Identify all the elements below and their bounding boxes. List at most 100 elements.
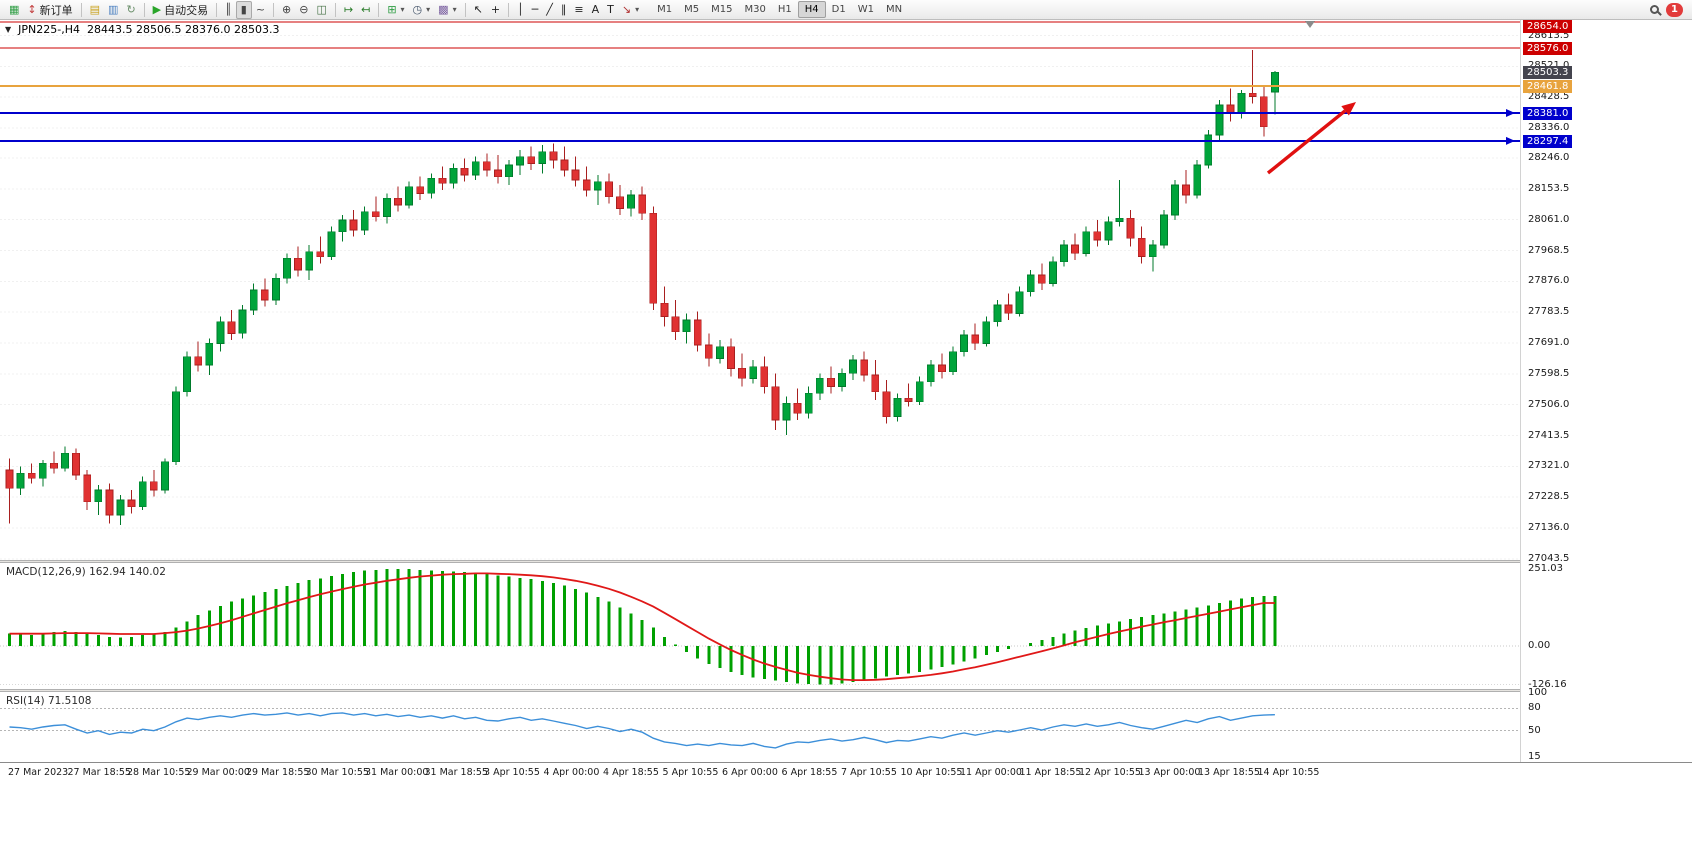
rsi-indicator-panel[interactable]: RSI(14) 71.5108 bbox=[0, 692, 1520, 762]
arrows-button[interactable]: ↘ ▾ bbox=[618, 1, 643, 19]
price-axis-label: 27413.5 bbox=[1528, 429, 1570, 441]
price-axis[interactable]: 28613.5 28521.0 28428.5 28336.0 28246.0 28153… bbox=[1520, 20, 1692, 762]
candlestick-icon[interactable]: ▮ bbox=[235, 0, 252, 19]
auto-scroll-icon[interactable]: ↦ bbox=[340, 1, 357, 19]
price-badge: 28461.8 bbox=[1523, 80, 1573, 94]
rsi-axis-label: 50 bbox=[1528, 724, 1541, 736]
tile-windows-icon[interactable]: ◫ bbox=[312, 1, 330, 19]
crosshair-icon[interactable]: + bbox=[487, 1, 504, 19]
toolbar-separator bbox=[334, 2, 336, 17]
chart-window-icon[interactable]: ▦ bbox=[5, 1, 23, 19]
rsi-chart-svg[interactable] bbox=[0, 692, 1520, 762]
templates-button[interactable]: ▩ ▾ bbox=[434, 1, 460, 19]
search-icon[interactable] bbox=[1650, 5, 1660, 14]
trendline-icon[interactable]: ╱ bbox=[542, 1, 557, 19]
new-chart-icon: ▤ bbox=[89, 2, 101, 16]
refresh-icon[interactable]: ↻ bbox=[122, 1, 139, 19]
time-axis-label: 31 Mar 18:55 bbox=[424, 767, 488, 778]
ohlc-values: 28443.5 28506.5 28376.0 28503.3 bbox=[87, 23, 280, 36]
profiles-icon[interactable]: ▥ bbox=[104, 1, 122, 19]
fibonacci-icon: ≡ bbox=[574, 2, 584, 16]
text-icon[interactable]: A bbox=[588, 1, 604, 19]
new-chart-icon[interactable]: ▤ bbox=[86, 1, 104, 19]
price-axis-label: 28428.5 bbox=[1528, 91, 1570, 103]
price-badge: 28576.0 bbox=[1523, 42, 1573, 55]
time-axis-label: 6 Apr 18:55 bbox=[781, 767, 838, 778]
timeframe-h1[interactable]: H1 bbox=[777, 4, 792, 15]
arrows-icon: ↘ bbox=[621, 2, 632, 16]
horizontal-line-icon: ─ bbox=[531, 2, 539, 16]
time-axis[interactable]: 27 Mar 2023 27 Mar 18:55 28 Mar 10:55 29 Ma… bbox=[0, 762, 1692, 784]
dropdown-caret-icon[interactable]: ▾ bbox=[635, 5, 640, 14]
autotrading-button[interactable]: ▶ 自动交易 bbox=[149, 1, 212, 19]
zoom-in-icon[interactable]: ⊕ bbox=[278, 1, 295, 19]
symbol-title: JPN225-,H4 bbox=[18, 23, 80, 36]
time-axis-label: 31 Mar 00:00 bbox=[365, 767, 429, 778]
new-order-button[interactable]: ↕ 新订单 bbox=[23, 1, 76, 19]
price-axis-label: 28153.5 bbox=[1528, 182, 1570, 194]
text-icon: A bbox=[591, 2, 600, 16]
macd-axis-label: -126.16 bbox=[1528, 678, 1567, 690]
price-badge: 28503.3 bbox=[1523, 66, 1573, 80]
toolbar-separator bbox=[273, 2, 275, 17]
vertical-line-icon[interactable]: │ bbox=[513, 1, 528, 19]
autotrading-button-label: 自动交易 bbox=[164, 3, 209, 17]
timeframe-d1[interactable]: D1 bbox=[831, 4, 846, 15]
timeframe-buttons: M1 M5 M15 M30 H1 H4 D1 W1 MN bbox=[651, 1, 908, 18]
macd-indicator-panel[interactable]: MACD(12,26,9) 162.94 140.02 bbox=[0, 563, 1520, 689]
time-axis-label: 14 Apr 10:55 bbox=[1257, 767, 1320, 778]
indicators-button[interactable]: ⊞ ▾ bbox=[383, 1, 408, 19]
time-axis-label: 29 Mar 18:55 bbox=[246, 767, 310, 778]
price-axis-label: 27136.0 bbox=[1528, 522, 1570, 533]
price-badge: 28654.0 bbox=[1523, 20, 1573, 33]
candlestick-chart-svg[interactable] bbox=[0, 20, 1520, 560]
periods-button[interactable]: ◷ ▾ bbox=[409, 1, 435, 19]
rsi-axis-label: 100 bbox=[1528, 687, 1548, 699]
price-axis-label: 27228.5 bbox=[1528, 491, 1570, 503]
tile-windows-icon: ◫ bbox=[316, 2, 327, 16]
timeframe-m1[interactable]: M1 bbox=[657, 4, 673, 15]
time-axis-label: 7 Apr 10:55 bbox=[841, 767, 897, 778]
price-axis-label: 28613.5 bbox=[1528, 29, 1570, 41]
timeframe-mn[interactable]: MN bbox=[885, 4, 903, 15]
price-axis-label: 27506.0 bbox=[1528, 398, 1570, 410]
indicators-icon: ⊞ bbox=[387, 2, 397, 16]
zoom-out-icon[interactable]: ⊖ bbox=[295, 1, 312, 19]
dropdown-caret-icon[interactable]: ▾ bbox=[426, 5, 431, 14]
macd-chart-svg[interactable] bbox=[0, 563, 1520, 689]
time-axis-label: 3 Apr 10:55 bbox=[484, 767, 540, 778]
fibonacci-icon[interactable]: ≡ bbox=[570, 1, 587, 19]
horizontal-line-icon[interactable]: ─ bbox=[528, 1, 543, 19]
timeframe-m30[interactable]: M30 bbox=[744, 4, 766, 15]
dropdown-caret-icon[interactable]: ▾ bbox=[400, 5, 405, 14]
notification-badge[interactable]: 1 bbox=[1666, 2, 1683, 17]
channel-icon[interactable]: ∥ bbox=[557, 1, 571, 19]
time-axis-label: 30 Mar 10:55 bbox=[305, 767, 369, 778]
toolbar-buttons: ▦ ↕ 新订单 ▤ ▥ ↻ ▶ 自动交易 ║ ▮ ~ ⊕ ⊖ ◫ ↦ ↤ ⊞ ▾ ◷ ▾ ▩ ▾ ↖ + │ ─ ╱ ∥ ≡ A T ↘ ▾ bbox=[5, 0, 643, 19]
chart-shift-icon: ↤ bbox=[361, 2, 371, 16]
timeframe-m5[interactable]: M5 bbox=[684, 4, 700, 15]
collapse-icon[interactable]: ▼ bbox=[5, 25, 12, 34]
timeframe-w1[interactable]: W1 bbox=[857, 4, 874, 15]
chart-window: ▼ JPN225-,H4 28443.5 28506.5 28376.0 285… bbox=[0, 20, 1692, 784]
text-label-icon[interactable]: T bbox=[603, 1, 618, 19]
time-axis-label: 13 Apr 18:55 bbox=[1198, 767, 1260, 778]
timeframe-m15[interactable]: M15 bbox=[711, 4, 733, 15]
main-price-chart[interactable]: ▼ JPN225-,H4 28443.5 28506.5 28376.0 285… bbox=[0, 20, 1520, 560]
panel-separator[interactable] bbox=[0, 560, 1692, 563]
zoom-in-icon: ⊕ bbox=[282, 2, 292, 16]
line-chart-icon[interactable]: ~ bbox=[252, 1, 269, 19]
timeframe-h4[interactable]: H4 bbox=[797, 1, 826, 18]
chart-header: ▼ JPN225-,H4 28443.5 28506.5 28376.0 285… bbox=[5, 23, 279, 36]
bar-chart-icon[interactable]: ║ bbox=[221, 1, 236, 19]
dropdown-caret-icon[interactable]: ▾ bbox=[452, 5, 457, 14]
price-axis-label: 27783.5 bbox=[1528, 306, 1570, 318]
panel-separator[interactable] bbox=[0, 689, 1692, 692]
time-axis-label: 4 Apr 00:00 bbox=[543, 767, 600, 778]
price-axis-label: 28246.0 bbox=[1528, 152, 1570, 163]
time-axis-label: 29 Mar 00:00 bbox=[186, 767, 250, 778]
chart-shift-icon[interactable]: ↤ bbox=[357, 1, 374, 19]
toolbar-separator bbox=[143, 2, 145, 17]
cursor-icon[interactable]: ↖ bbox=[470, 1, 487, 19]
rsi-label: RSI(14) 71.5108 bbox=[6, 695, 92, 707]
